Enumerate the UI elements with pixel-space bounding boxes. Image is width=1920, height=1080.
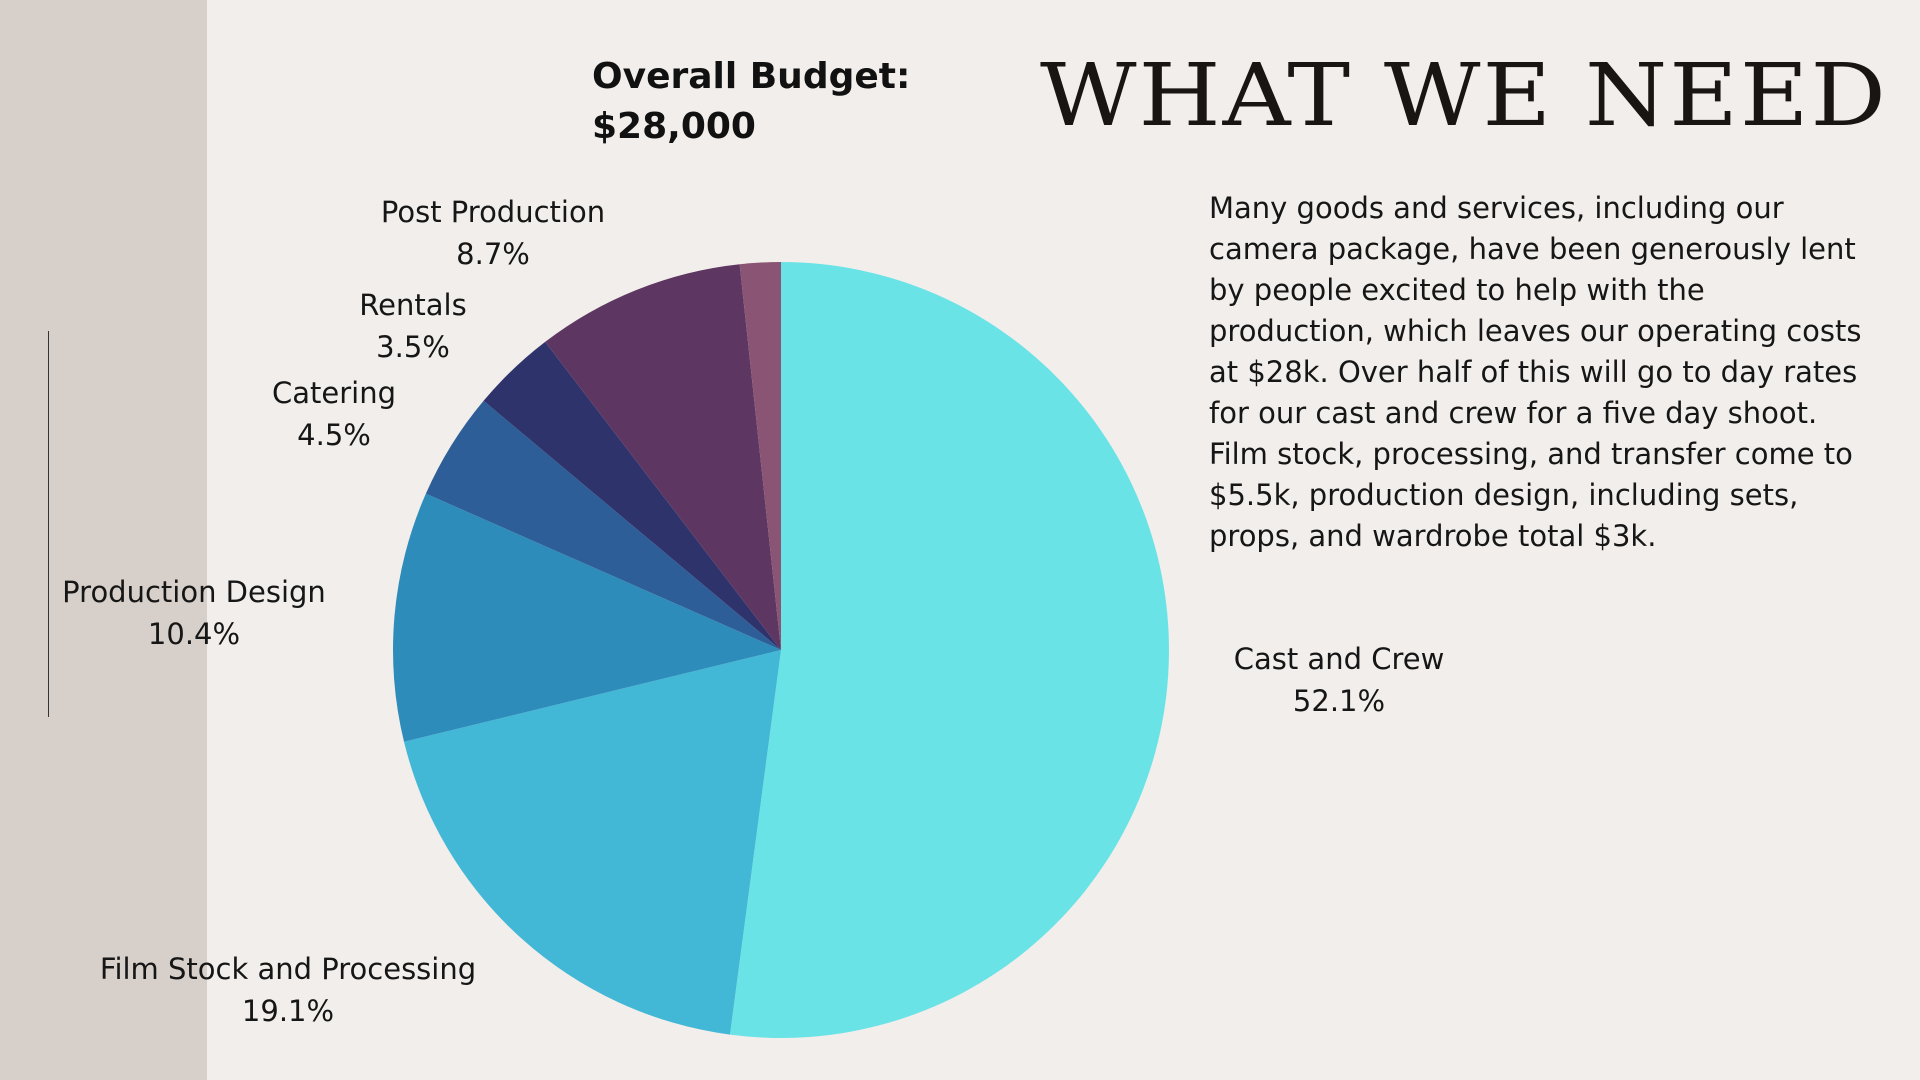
pie-label-name: Cast and Crew <box>1233 642 1445 676</box>
pie-label-production-design: Production Design 10.4% <box>62 571 326 655</box>
pie-label-film-stock-and-processing: Film Stock and Processing 19.1% <box>100 948 476 1032</box>
pie-label-percent: 4.5% <box>297 418 371 452</box>
pie-label-name: Catering <box>271 376 397 410</box>
pie-label-percent: 8.7% <box>456 237 530 271</box>
pie-slice-unlabeled <box>739 262 781 650</box>
pie-slice-cast-and-crew <box>729 262 1169 1038</box>
pie-label-percent: 19.1% <box>241 994 335 1028</box>
pie-label-cast-and-crew: Cast and Crew 52.1% <box>1234 638 1445 722</box>
pie-slice-production-design <box>393 493 781 742</box>
side-panel <box>0 0 207 1080</box>
pie-slice-rentals <box>483 341 781 650</box>
side-divider-line <box>48 331 49 717</box>
pie-slice-catering <box>425 400 781 650</box>
budget-description: Many goods and services, including our c… <box>1209 191 1862 553</box>
pie-slice-film-stock-and-processing <box>404 650 781 1035</box>
pie-label-name: Post Production <box>380 195 606 229</box>
pie-label-name: Film Stock and Processing <box>99 952 477 986</box>
pie-label-percent: 3.5% <box>376 330 450 364</box>
budget-label: Overall Budget: <box>592 56 911 97</box>
pie-label-rentals: Rentals 3.5% <box>359 284 466 368</box>
overall-budget: Overall Budget: $28,000 <box>592 52 1012 152</box>
budget-amount: $28,000 <box>592 106 756 147</box>
pie-slice-post-production <box>545 264 781 650</box>
pie-label-percent: 10.4% <box>147 617 241 651</box>
pie-label-post-production: Post Production 8.7% <box>381 191 605 275</box>
pie-label-name: Production Design <box>62 575 326 609</box>
pie-label-catering: Catering 4.5% <box>272 372 396 456</box>
pie-label-name: Rentals <box>359 288 467 322</box>
page-title: WHAT WE NEED <box>1040 46 1888 147</box>
pie-label-percent: 52.1% <box>1292 684 1386 718</box>
